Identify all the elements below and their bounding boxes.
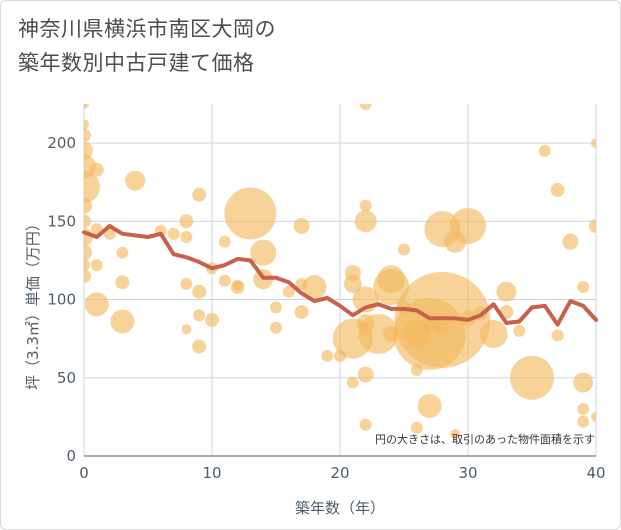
y-tick-label: 50: [57, 369, 76, 387]
bubble: [250, 239, 277, 266]
bubble: [450, 208, 486, 245]
bubble: [589, 219, 596, 234]
bubble: [192, 284, 207, 299]
bubble: [116, 246, 129, 259]
bubble: [180, 230, 193, 243]
bubble: [359, 199, 372, 212]
x-axis-label: 築年数（年）: [295, 499, 385, 517]
bubble: [435, 320, 450, 335]
bubble: [359, 104, 372, 110]
bubble: [218, 235, 231, 248]
x-tick-label: 10: [202, 464, 221, 482]
bubble: [232, 280, 243, 291]
y-tick-label: 150: [47, 212, 76, 230]
bubble: [550, 183, 565, 198]
bubble: [373, 269, 410, 306]
bubble: [270, 321, 282, 334]
bubble: [125, 170, 146, 191]
bubble: [450, 429, 461, 440]
bubble: [410, 421, 423, 434]
bubble: [354, 210, 377, 233]
bubble: [591, 411, 596, 422]
chart-title-line2: 築年数別中古戸建て価格: [18, 51, 255, 75]
bubble: [551, 329, 564, 342]
bubble: [357, 366, 374, 383]
bubble: [84, 269, 91, 284]
bubble: [224, 187, 277, 240]
y-tick-label: 100: [47, 291, 76, 309]
average-price-line: [82, 224, 598, 327]
bubble: [479, 319, 508, 348]
bubbles: [84, 104, 596, 440]
bubble: [417, 393, 442, 418]
bubble: [513, 324, 526, 337]
bubble: [193, 309, 206, 322]
bubble: [293, 218, 310, 235]
bubble: [90, 259, 103, 272]
bubble: [270, 301, 282, 314]
bubble: [84, 119, 89, 130]
bubble: [346, 376, 359, 389]
bubble: [115, 275, 130, 290]
bubble: [538, 144, 551, 157]
bubble: [192, 187, 207, 202]
bubble: [343, 274, 362, 293]
bubble: [179, 214, 194, 229]
bubble: [359, 418, 372, 431]
grid: [83, 104, 597, 457]
x-tick-label: 40: [586, 464, 605, 482]
chart-title: 神奈川県横浜市南区大岡の 築年数別中古戸建て価格: [18, 12, 276, 80]
bubble: [205, 312, 219, 327]
bubble: [84, 170, 100, 203]
bubble: [89, 162, 104, 177]
axes: 0 10 20 30 40 0 50 100 150 200: [47, 134, 605, 482]
bubble: [573, 372, 594, 393]
bubble: [180, 277, 193, 290]
bubble: [84, 104, 89, 109]
average-line: [82, 224, 598, 327]
bubble: [577, 403, 590, 416]
bubble: [562, 233, 579, 250]
bubble: [591, 138, 596, 149]
bubble: [321, 349, 334, 362]
bubble: [358, 313, 399, 354]
bubble: [302, 275, 327, 300]
bubble: [167, 227, 180, 240]
bubble: [294, 305, 309, 320]
bubble: [496, 281, 517, 302]
bubble: [181, 324, 192, 335]
bubble: [398, 243, 410, 256]
bubble: [84, 197, 92, 214]
bubble: [84, 214, 91, 229]
bubble: [110, 309, 135, 334]
bubble: [84, 128, 91, 143]
bubble: [84, 259, 90, 272]
chart-note: 円の大きさは、取引のあった物件面積を示す: [375, 432, 595, 446]
bubble: [510, 355, 554, 400]
bubble: [192, 339, 207, 354]
x-tick-label: 0: [79, 464, 89, 482]
y-tick-label: 0: [66, 447, 76, 465]
bubble: [84, 292, 109, 317]
chart-title-line1: 神奈川県横浜市南区大岡の: [18, 17, 276, 41]
bubble: [84, 244, 92, 261]
y-tick-label: 200: [47, 134, 76, 152]
bubble: [577, 281, 590, 294]
bubble: [577, 415, 590, 428]
bubble: [282, 285, 295, 298]
y-axis-label: 坪（3.3㎡）単価（万円）: [24, 216, 42, 390]
x-tick-label: 30: [458, 464, 477, 482]
x-tick-label: 20: [330, 464, 349, 482]
bubble: [218, 274, 231, 287]
